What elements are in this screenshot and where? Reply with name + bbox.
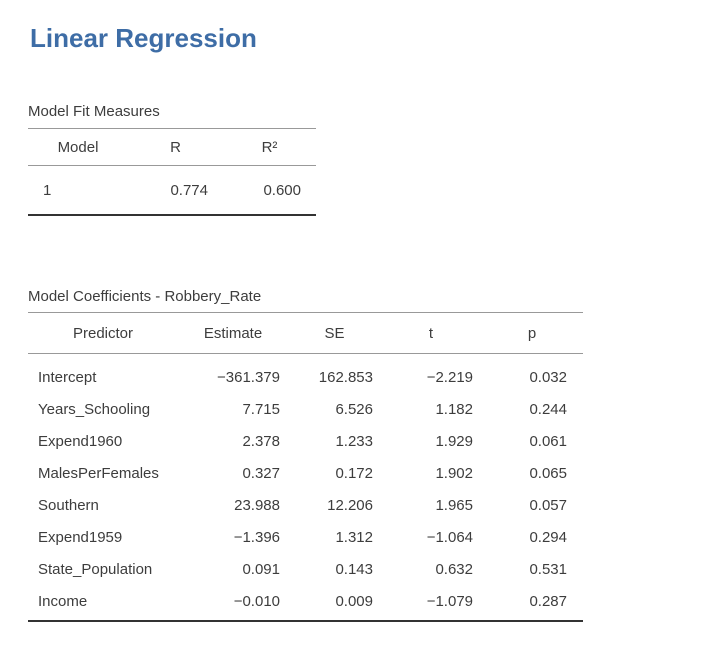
estimate-cell: 7.715	[242, 400, 280, 418]
predictor-cell: MalesPerFemales	[38, 464, 159, 482]
model-fit-header: Model R R²	[28, 128, 316, 167]
table-row: Years_Schooling 7.715 6.526 1.182 0.244	[28, 393, 583, 425]
table-row: Expend1959 −1.396 1.312 −1.064 0.294	[28, 521, 583, 553]
r-squared-value-cell: 0.600	[263, 181, 301, 199]
predictor-cell: Expend1959	[38, 528, 123, 546]
column-header-r: R	[128, 128, 223, 167]
se-cell: 1.233	[335, 432, 373, 450]
column-header-r-squared: R²	[223, 128, 316, 167]
predictor-cell: Southern	[38, 496, 99, 514]
table-row: State_Population 0.091 0.143 0.632 0.531	[28, 553, 583, 585]
column-header-model: Model	[28, 128, 128, 167]
se-cell: 1.312	[335, 528, 373, 546]
coefficients-table: Predictor Estimate SE t p Intercept −361…	[28, 312, 583, 623]
p-cell: 0.287	[529, 592, 567, 610]
se-cell: 6.526	[335, 400, 373, 418]
predictor-cell: State_Population	[38, 560, 153, 578]
t-cell: 1.929	[435, 432, 473, 450]
se-cell: 0.143	[335, 560, 373, 578]
column-header-p: p	[481, 312, 583, 355]
p-cell: 0.294	[529, 528, 567, 546]
t-cell: 1.182	[435, 400, 473, 418]
t-cell: −2.219	[426, 368, 473, 386]
column-header-se: SE	[288, 312, 381, 355]
estimate-cell: −361.379	[217, 368, 280, 386]
predictor-cell: Expend1960	[38, 432, 123, 450]
se-cell: 12.206	[327, 496, 373, 514]
column-header-estimate: Estimate	[178, 312, 288, 355]
se-cell: 162.853	[318, 368, 373, 386]
se-cell: 0.172	[335, 464, 373, 482]
estimate-cell: −1.396	[233, 528, 280, 546]
p-cell: 0.032	[529, 368, 567, 386]
estimate-cell: −0.010	[233, 592, 280, 610]
table-row: Southern 23.988 12.206 1.965 0.057	[28, 489, 583, 521]
t-cell: 1.965	[435, 496, 473, 514]
p-cell: 0.057	[529, 496, 567, 514]
estimate-cell: 0.327	[242, 464, 280, 482]
t-cell: −1.079	[426, 592, 473, 610]
estimate-cell: 23.988	[234, 496, 280, 514]
analysis-title: Linear Regression	[30, 23, 257, 53]
p-cell: 0.065	[529, 464, 567, 482]
table-row: MalesPerFemales 0.327 0.172 1.902 0.065	[28, 457, 583, 489]
column-header-t: t	[381, 312, 481, 355]
table-row: 1 0.774 0.600	[28, 166, 316, 216]
model-fit-body: 1 0.774 0.600	[28, 166, 316, 216]
se-cell: 0.009	[335, 592, 373, 610]
model-fit-caption: Model Fit Measures	[28, 103, 160, 121]
header-row: Predictor Estimate SE t p	[28, 312, 583, 355]
t-cell: 0.632	[435, 560, 473, 578]
model-fit-table: Model R R² 1 0.774 0.600	[28, 128, 316, 217]
model-number-cell: 1	[43, 181, 52, 199]
table-row: Expend1960 2.378 1.233 1.929 0.061	[28, 425, 583, 457]
p-cell: 0.061	[529, 432, 567, 450]
t-cell: 1.902	[435, 464, 473, 482]
coefficients-header: Predictor Estimate SE t p	[28, 312, 583, 355]
table-row: Intercept −361.379 162.853 −2.219 0.032	[28, 354, 583, 394]
estimate-cell: 2.378	[242, 432, 280, 450]
t-cell: −1.064	[426, 528, 473, 546]
header-row: Model R R²	[28, 128, 316, 167]
predictor-cell: Income	[38, 592, 88, 610]
predictor-cell: Years_Schooling	[38, 400, 151, 418]
table-row: Income −0.010 0.009 −1.079 0.287	[28, 585, 583, 621]
r-value-cell: 0.774	[170, 181, 208, 199]
column-header-predictor: Predictor	[28, 312, 178, 355]
p-cell: 0.244	[529, 400, 567, 418]
coefficients-caption: Model Coefficients - Robbery_Rate	[28, 288, 262, 306]
p-cell: 0.531	[529, 560, 567, 578]
predictor-cell: Intercept	[38, 368, 97, 386]
estimate-cell: 0.091	[242, 560, 280, 578]
coefficients-body: Intercept −361.379 162.853 −2.219 0.032 …	[28, 354, 583, 622]
